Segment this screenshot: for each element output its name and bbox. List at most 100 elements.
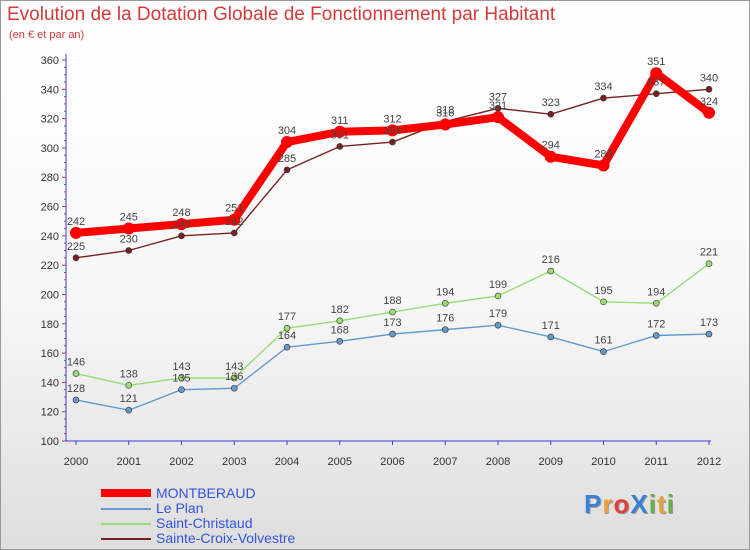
data-point-le-plan [705,330,713,338]
data-point-saint-christaud [230,374,238,382]
y-tick-label: 140 [41,377,59,389]
logo-letter: o [613,489,631,519]
logo-letter: P [584,489,603,519]
legend-swatch-le-plan [101,508,151,510]
data-label-le-plan: 121 [120,393,138,405]
data-label-montberaud: 321 [489,100,507,112]
data-point-saint-christaud [125,382,133,389]
data-point-montberaud [703,106,715,119]
x-tick-label: 2000 [64,456,88,468]
data-point-sainte-croix-volvestre [125,247,133,254]
data-point-saint-christaud [283,324,291,332]
data-label-saint-christaud: 143 [172,361,190,373]
data-point-montberaud [597,159,610,172]
data-label-montberaud: 245 [120,212,138,224]
data-point-montberaud [122,222,135,235]
x-tick-label: 2003 [222,456,246,468]
x-tick-label: 2011 [644,456,668,468]
data-point-saint-christaud [705,260,713,267]
data-label-montberaud: 294 [542,140,560,152]
proxiti-logo: ProXiti [584,489,675,520]
x-tick-label: 2010 [591,456,615,468]
y-tick-label: 160 [41,348,59,360]
data-point-le-plan [283,343,291,351]
series-layer [70,67,715,414]
data-point-saint-christaud [178,374,185,382]
data-point-le-plan [494,321,502,329]
y-tick-label: 180 [41,319,59,331]
data-label-sainte-croix-volvestre: 240 [172,219,190,231]
data-point-le-plan [441,326,449,333]
data-point-saint-christaud [494,292,502,300]
logo-letter: i [648,489,657,519]
data-label-sainte-croix-volvestre: 323 [542,97,560,109]
data-point-sainte-croix-volvestre [336,143,344,150]
data-label-le-plan: 161 [594,335,612,347]
data-label-montberaud: 311 [331,115,349,127]
axes: 100 120 140 160 180 200 220 240 260 280 300 320 340 3… [41,54,721,468]
data-label-montberaud: 248 [172,207,190,219]
data-label-montberaud: 316 [436,107,454,119]
data-label-saint-christaud: 194 [436,286,454,298]
x-tick-label: 2008 [486,456,510,468]
data-label-saint-christaud: 195 [594,285,612,297]
logo-letter: i [666,489,675,519]
data-label-montberaud: 312 [383,113,401,125]
data-point-montberaud [70,226,82,239]
data-point-le-plan [389,330,396,338]
data-label-sainte-croix-volvestre: 337 [647,77,665,89]
data-point-le-plan [600,348,607,355]
logo-letter: r [602,489,614,519]
data-label-sainte-croix-volvestre: 242 [225,216,243,228]
chart-subtitle: (en € et par an) [9,29,85,41]
data-point-sainte-croix-volvestre [178,232,185,240]
data-label-saint-christaud: 188 [383,295,401,307]
y-tick-label: 360 [41,55,59,67]
data-label-le-plan: 176 [436,313,454,325]
data-label-saint-christaud: 138 [120,368,138,380]
data-label-le-plan: 128 [67,383,85,395]
data-label-montberaud: 351 [647,56,665,68]
series-line-le-plan [75,324,710,411]
y-tick-label: 200 [41,289,59,301]
data-label-le-plan: 179 [489,308,507,320]
data-point-saint-christaud [336,317,344,325]
data-point-saint-christaud [441,299,449,307]
data-point-montberaud [281,136,293,149]
data-point-saint-christaud [547,267,555,275]
x-tick-label: 2009 [539,456,563,468]
x-tick-label: 2006 [380,456,404,468]
data-label-saint-christaud: 182 [331,304,349,316]
legend-label-le-plan: Le Plan [156,500,204,516]
data-label-montberaud: 304 [278,125,296,137]
x-tick-label: 2001 [117,456,141,468]
data-point-sainte-croix-volvestre [652,90,660,98]
data-label-saint-christaud: 177 [278,311,296,323]
data-label-saint-christaud: 199 [489,279,507,291]
data-point-sainte-croix-volvestre [600,94,607,102]
legend-label-montberaud: MONTBERAUD [156,485,256,501]
y-tick-label: 320 [41,114,59,126]
data-point-montberaud [228,213,241,226]
data-point-le-plan [652,332,660,339]
y-tick-label: 340 [41,84,59,96]
chart-title: Evolution de la Dotation Globale de Fonc… [7,4,556,25]
data-point-montberaud [544,150,557,163]
data-label-saint-christaud: 143 [225,361,243,373]
data-labels-layer: 128 121 135 136 164 168 173 176 179 171 161 172 173 1… [67,56,718,405]
data-point-montberaud [175,218,188,231]
data-label-saint-christaud: 216 [542,254,560,266]
data-point-montberaud [492,111,504,124]
data-point-sainte-croix-volvestre [547,110,555,118]
data-label-sainte-croix-volvestre: 301 [331,129,349,141]
data-point-sainte-croix-volvestre [72,254,80,262]
y-tick-label: 260 [41,202,59,214]
data-label-sainte-croix-volvestre: 230 [120,234,138,246]
data-label-montberaud: 251 [225,203,243,215]
data-label-le-plan: 135 [172,373,190,385]
x-tick-label: 2007 [433,456,457,468]
y-tick-label: 220 [41,260,59,272]
data-point-le-plan [72,396,80,404]
x-tick-label: 2012 [697,456,721,468]
